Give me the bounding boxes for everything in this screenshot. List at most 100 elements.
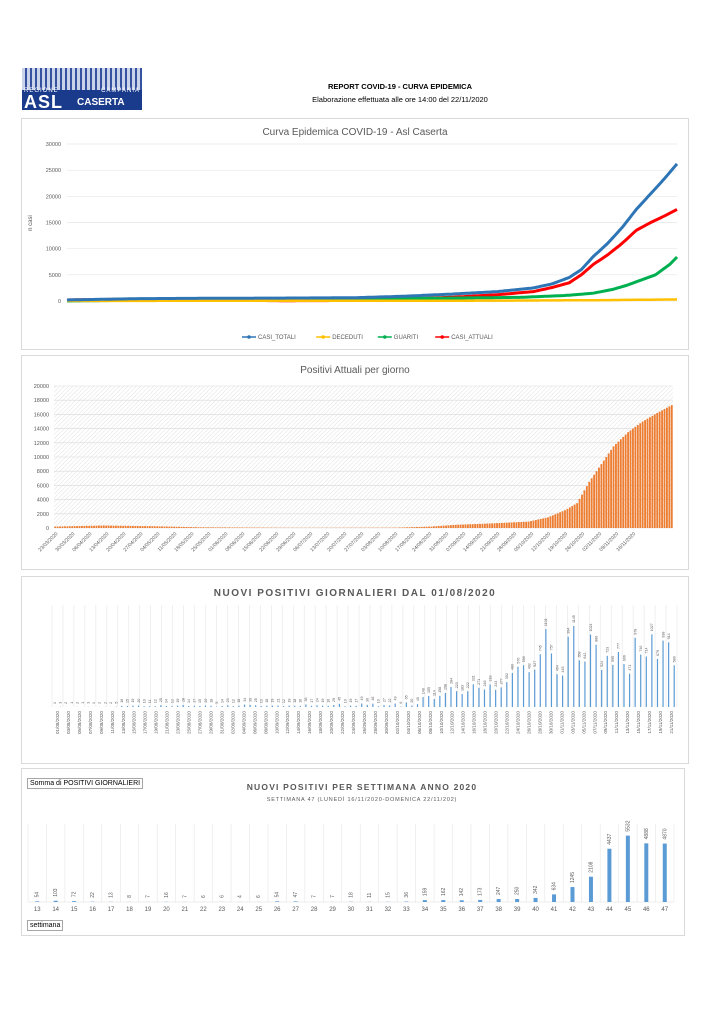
data-label: 13 [109,892,115,898]
bar [532,520,535,528]
bar [483,523,486,528]
data-label: 2 [64,702,68,704]
bar [433,698,435,707]
bar [349,705,352,707]
data-label: 3 [87,702,91,704]
bar [76,526,78,528]
data-label: 155 [427,687,431,693]
x-tick-label: 01/08/2020 [55,711,60,734]
bar [483,689,486,707]
x-tick-label: 08/10/2020 [428,711,433,734]
y-tick-label: 10000 [46,247,61,253]
bar [226,527,229,528]
data-label: 5 [215,702,219,704]
x-tick-label: 10/09/2020 [274,711,279,734]
data-label: 6 [256,895,262,898]
logo-asl: ASL [24,92,63,110]
bar [441,900,446,902]
bar [238,527,241,528]
data-label: 54 [275,892,281,898]
series-line-deceduti [67,298,678,303]
bar [294,705,296,707]
data-label: 606 [622,655,626,661]
x-tick-label: 22 [200,907,207,913]
bar [539,518,542,528]
data-label: 10 [377,699,381,703]
bar [72,901,77,902]
x-tick-label: 37 [477,907,484,913]
bar [554,514,557,528]
x-tick-label: 16 [89,907,96,913]
x-tick-label: 28/09/2020 [373,711,378,734]
x-tick-label: 14/09/2020 [296,711,301,734]
data-label: 595 [611,656,615,662]
bar [110,525,112,528]
bar [564,510,566,528]
y-tick-label: 20000 [46,194,61,200]
bar [132,705,134,707]
y-tick-label: 8000 [37,469,49,475]
bar [204,705,207,707]
bar [469,524,472,528]
x-tick-label: 07/08/2020 [88,711,93,734]
bar [64,526,66,528]
data-label: 12 [154,699,158,703]
data-label: 162 [441,887,447,896]
bar [666,407,668,528]
bar [644,843,649,902]
data-label: 18 [293,699,297,703]
y-tick-label: 4000 [37,498,49,504]
bar [601,669,603,707]
bar [310,705,313,707]
legend-label: CASI_TOTALI [258,335,296,341]
data-label: 243 [494,681,498,687]
bar [430,526,433,528]
bar [408,527,411,528]
bar [232,706,234,707]
bar [491,523,494,528]
x-tick-label: 25 [255,907,262,913]
pivot-field-sum[interactable]: Somma di POSITIVI GIORNALIERI [27,778,144,789]
data-label: 527 [533,661,537,667]
bar [249,704,251,707]
data-label: 48 [371,697,375,701]
bar [595,471,598,528]
bar [355,705,357,707]
data-label: 12 [282,699,286,703]
bar [418,526,421,528]
bar [158,526,161,528]
bar [556,674,558,707]
bar [471,524,474,528]
data-label: 6 [201,895,207,898]
report-subtitle: Elaborazione effettuata alle ore 14:00 d… [312,95,488,104]
data-label: 6 [399,702,403,704]
data-label: 17 [310,699,314,703]
bar [464,524,467,528]
data-label: 40 [416,697,420,701]
bar [56,526,59,528]
legend-marker [383,335,387,339]
bar [646,418,649,528]
bar [197,527,200,528]
bar [121,705,123,707]
bar [530,521,532,528]
data-label: 27 [382,698,386,702]
x-tick-label: 12/09/2020 [285,711,290,734]
data-label: 589 [673,656,677,662]
bar [488,523,491,528]
bar [416,704,419,707]
current-positives-svg: Positivi Attuali per giorno 0 2000 4000 6000… [34,365,673,553]
bar [227,705,229,707]
bar [195,527,197,528]
bar [333,704,335,707]
data-label: 28 [181,698,185,702]
data-label: 757 [550,644,554,650]
bar [221,706,223,707]
pivot-field-week[interactable]: settimana [27,920,64,931]
bar [612,664,614,707]
data-label: 11 [148,699,152,703]
bar [644,420,646,528]
data-label: 271 [477,679,481,685]
bar [452,524,455,528]
bar [221,527,224,528]
